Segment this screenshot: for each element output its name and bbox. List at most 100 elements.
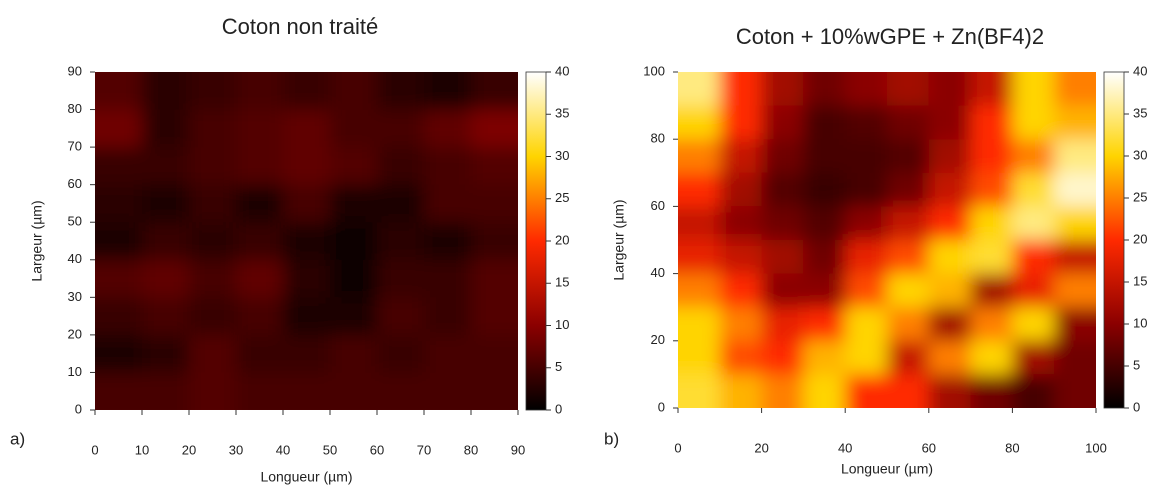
- heat-cell: [845, 307, 888, 342]
- colorbar-tick-label: 15: [1133, 273, 1147, 288]
- heat-cell: [1012, 273, 1056, 309]
- heat-cell: [424, 372, 472, 410]
- heat-cell: [95, 334, 143, 374]
- y-tick-label: 70: [68, 139, 82, 154]
- heat-cell: [189, 184, 237, 224]
- heat-cell: [678, 240, 721, 275]
- heat-cell: [803, 172, 847, 208]
- chart-title: Coton non traité: [222, 14, 379, 39]
- heat-cell: [189, 259, 237, 299]
- heat-cell: [928, 172, 972, 208]
- heatmap: [95, 72, 518, 410]
- heat-cell: [189, 109, 237, 149]
- colorbar-tick-label: 25: [555, 190, 569, 205]
- heat-cell: [1054, 206, 1096, 241]
- colorbar-tick-label: 5: [1133, 357, 1140, 372]
- heat-cell: [377, 222, 425, 261]
- heat-cell: [95, 184, 143, 224]
- heat-cell: [887, 72, 930, 107]
- heat-cell: [678, 374, 721, 408]
- heat-cell: [887, 206, 930, 241]
- heat-cell: [330, 72, 378, 111]
- heat-cell: [236, 184, 284, 224]
- heat-cell: [970, 72, 1014, 107]
- heat-cell: [1012, 307, 1056, 342]
- heat-cell: [678, 340, 721, 376]
- x-tick-label: 90: [511, 442, 525, 457]
- heat-cell: [142, 372, 190, 410]
- heat-cell: [845, 206, 888, 241]
- heat-cell: [678, 139, 721, 174]
- heat-cell: [1012, 72, 1056, 107]
- heat-cell: [887, 240, 930, 275]
- heat-cell: [377, 259, 425, 299]
- heat-cell: [1012, 240, 1056, 275]
- heat-cell: [95, 297, 143, 336]
- heat-cell: [142, 147, 190, 186]
- y-tick-label: 80: [68, 101, 82, 116]
- y-tick-label: 100: [643, 63, 665, 78]
- x-tick-label: 30: [229, 442, 243, 457]
- heat-cell: [928, 273, 972, 309]
- heat-cell: [845, 172, 888, 208]
- y-tick-label: 10: [68, 364, 82, 379]
- heat-cell: [928, 206, 972, 241]
- colorbar-tick-label: 20: [555, 232, 569, 247]
- y-tick-label: 30: [68, 289, 82, 304]
- heat-cell: [424, 259, 472, 299]
- heat-cell: [283, 222, 331, 261]
- colorbar-tick-label: 10: [555, 317, 569, 332]
- heat-cell: [719, 139, 763, 174]
- colorbar-tick-label: 30: [1133, 147, 1147, 162]
- x-tick-label: 10: [135, 442, 149, 457]
- heat-cell: [928, 72, 972, 107]
- heat-cell: [970, 240, 1014, 275]
- heat-cell: [1012, 172, 1056, 208]
- heatmap-cells: [678, 72, 1096, 408]
- colorbar-tick-label: 0: [555, 401, 562, 416]
- heat-cell: [142, 222, 190, 261]
- heat-cell: [970, 374, 1014, 408]
- heat-cell: [330, 184, 378, 224]
- heat-cell: [471, 297, 518, 336]
- y-tick-label: 0: [658, 399, 665, 414]
- heat-cell: [142, 259, 190, 299]
- heatmap-cells: [95, 72, 518, 410]
- heat-cell: [761, 72, 805, 107]
- x-tick-label: 0: [91, 442, 98, 457]
- heat-cell: [330, 372, 378, 410]
- heat-cell: [928, 340, 972, 376]
- heat-cell: [845, 72, 888, 107]
- heat-cell: [95, 222, 143, 261]
- heat-cell: [236, 259, 284, 299]
- heat-cell: [95, 147, 143, 186]
- chart-title: Coton + 10%wGPE + Zn(BF4)2: [736, 24, 1044, 49]
- heat-cell: [678, 105, 721, 141]
- heat-cell: [761, 105, 805, 141]
- heat-cell: [678, 273, 721, 309]
- heat-cell: [95, 259, 143, 299]
- heat-cell: [719, 172, 763, 208]
- panel-label: b): [604, 429, 619, 448]
- x-tick-label: 20: [182, 442, 196, 457]
- heat-cell: [719, 72, 763, 107]
- heat-cell: [424, 222, 472, 261]
- heat-cell: [189, 334, 237, 374]
- heat-cell: [377, 372, 425, 410]
- y-axis-label: Largeur (µm): [29, 200, 45, 281]
- heat-cell: [1012, 374, 1056, 408]
- colorbar-tick-label: 35: [1133, 105, 1147, 120]
- heat-cell: [330, 147, 378, 186]
- x-tick-label: 20: [754, 440, 768, 455]
- heat-cell: [845, 340, 888, 376]
- heat-cell: [471, 72, 518, 111]
- heat-cell: [377, 297, 425, 336]
- heat-cell: [678, 206, 721, 241]
- y-tick-label: 40: [68, 251, 82, 266]
- heat-cell: [970, 139, 1014, 174]
- x-tick-label: 100: [1085, 440, 1107, 455]
- x-axis-label: Longueur (µm): [260, 469, 352, 485]
- heat-cell: [887, 139, 930, 174]
- heat-cell: [845, 273, 888, 309]
- heat-cell: [803, 273, 847, 309]
